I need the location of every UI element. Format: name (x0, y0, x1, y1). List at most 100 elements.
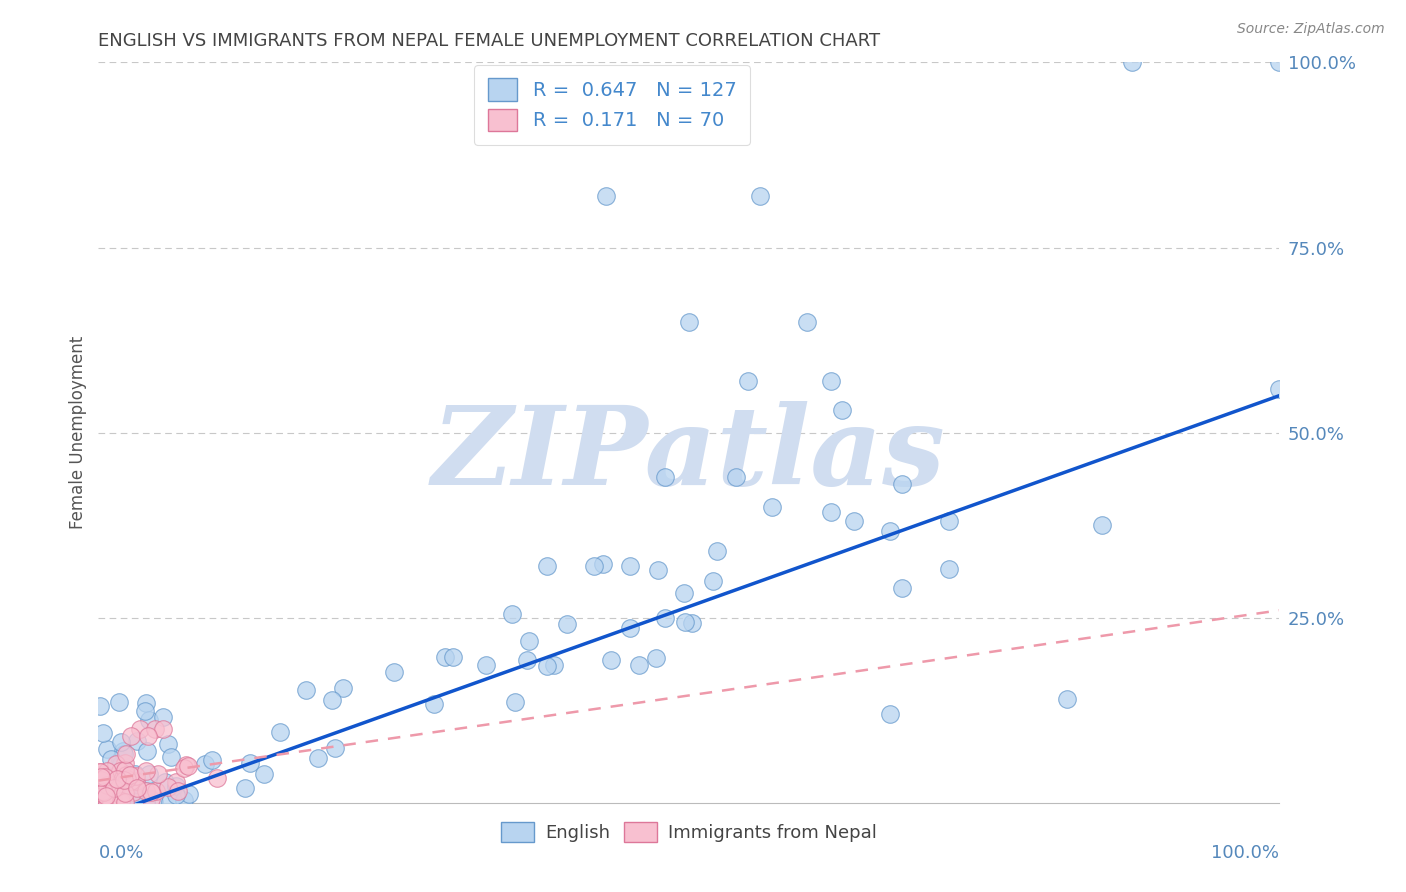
Point (110, 789, 132, 803)
Point (110, 753, 132, 767)
Point (93, 785, 115, 799)
Point (165, 775, 187, 789)
Point (90, 785, 112, 799)
Point (167, 783, 190, 797)
Point (706, 543, 728, 558)
Point (143, 722, 166, 736)
Point (112, 747, 135, 761)
Point (110, 735, 132, 749)
Point (93, 795, 115, 809)
Point (96, 742, 118, 756)
Point (135, 696, 157, 710)
Point (820, 374, 842, 388)
Point (501, 607, 523, 622)
Point (108, 764, 131, 778)
Point (89, 764, 111, 779)
Point (91, 795, 114, 809)
Point (139, 784, 162, 798)
Point (233, 780, 256, 795)
Point (91, 725, 114, 739)
Point (105, 781, 128, 796)
Point (135, 783, 157, 797)
Point (238, 756, 260, 770)
Point (165, 779, 187, 793)
Point (97, 786, 120, 800)
Point (148, 766, 170, 780)
Point (135, 764, 157, 778)
Point (118, 794, 141, 808)
Point (107, 795, 129, 809)
Point (134, 795, 156, 809)
Point (654, 610, 676, 624)
Point (125, 734, 148, 748)
Point (475, 658, 498, 673)
Point (89, 795, 111, 809)
Point (1268, 382, 1291, 396)
Point (307, 750, 329, 764)
Point (177, 759, 200, 773)
Point (100, 795, 122, 809)
Point (135, 795, 157, 809)
Point (156, 737, 179, 751)
Point (115, 747, 138, 762)
Point (555, 617, 578, 632)
Point (97, 776, 120, 790)
Point (536, 659, 558, 673)
Point (1056, 692, 1078, 706)
Point (93, 785, 115, 799)
Point (160, 749, 183, 764)
Point (200, 753, 222, 767)
Y-axis label: Female Unemployment: Female Unemployment (69, 336, 87, 529)
Point (844, 515, 866, 529)
Text: 0.0%: 0.0% (98, 844, 143, 862)
Point (118, 768, 141, 782)
Point (583, 558, 606, 573)
Point (101, 795, 124, 809)
Point (125, 773, 148, 788)
Point (114, 773, 136, 788)
Point (156, 780, 179, 794)
Point (737, 374, 759, 388)
Point (1121, 55, 1143, 70)
Point (145, 783, 167, 797)
Point (114, 795, 136, 809)
Point (678, 314, 700, 328)
Point (879, 706, 901, 721)
Point (173, 793, 195, 807)
Point (152, 710, 174, 724)
Point (94, 770, 117, 784)
Point (253, 766, 276, 780)
Point (98, 795, 121, 809)
Point (105, 783, 128, 797)
Point (938, 561, 960, 575)
Text: ENGLISH VS IMMIGRANTS FROM NEPAL FEMALE UNEMPLOYMENT CORRELATION CHART: ENGLISH VS IMMIGRANTS FROM NEPAL FEMALE … (98, 32, 880, 50)
Point (654, 470, 676, 484)
Point (173, 761, 195, 775)
Point (536, 558, 558, 573)
Point (94, 774, 117, 789)
Point (107, 795, 129, 809)
Point (269, 724, 291, 739)
Point (90, 786, 112, 800)
Point (295, 682, 318, 697)
Point (831, 403, 853, 417)
Point (125, 789, 148, 804)
Point (725, 470, 748, 484)
Point (595, 188, 617, 202)
Point (115, 795, 138, 809)
Point (143, 795, 166, 809)
Point (543, 657, 565, 672)
Point (91, 789, 114, 803)
Point (139, 791, 162, 805)
Point (105, 795, 128, 809)
Point (101, 777, 124, 791)
Point (890, 477, 912, 491)
Point (134, 704, 156, 718)
Point (96, 781, 118, 796)
Point (890, 582, 912, 596)
Point (96, 764, 118, 779)
Point (107, 795, 129, 809)
Point (112, 744, 135, 758)
Point (103, 795, 125, 809)
Point (96, 778, 118, 792)
